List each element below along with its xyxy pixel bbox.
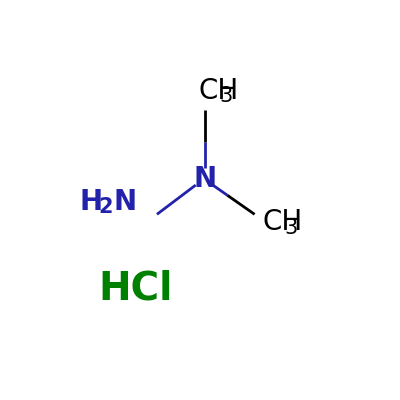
Text: CH: CH [199, 77, 239, 105]
Text: 3: 3 [284, 218, 297, 238]
Text: 3: 3 [219, 86, 232, 106]
Text: N: N [114, 188, 137, 216]
Text: 2: 2 [98, 197, 112, 217]
Text: N: N [194, 165, 216, 193]
Text: CH: CH [262, 208, 303, 236]
Text: HCl: HCl [98, 269, 172, 307]
Text: H: H [80, 188, 102, 216]
